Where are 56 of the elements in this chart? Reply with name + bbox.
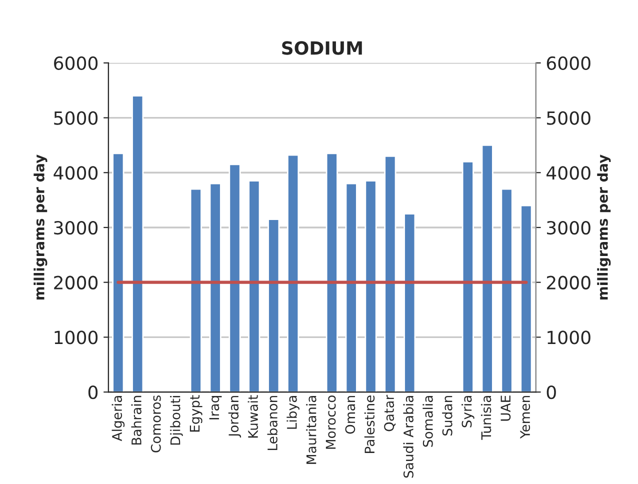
bar xyxy=(384,155,396,392)
x-tick-label: Lebanon xyxy=(267,396,278,450)
x-tick-label: Mauritania xyxy=(306,396,316,464)
bar xyxy=(364,180,377,392)
chart-title: SODIUM xyxy=(282,41,362,55)
y-tick-label: 5000 xyxy=(54,111,98,125)
y-tick-label: 0 xyxy=(88,386,98,400)
bar xyxy=(326,152,338,392)
x-tick-label: UAE xyxy=(500,396,511,421)
y-axis-title: milligrams per day xyxy=(34,154,48,300)
x-tick-label: Iraq xyxy=(209,396,222,420)
y2-tick-label: 2000 xyxy=(546,276,590,290)
y2-axis-title: milligrams per day xyxy=(597,154,611,300)
y-tick-label: 6000 xyxy=(54,56,98,70)
x-tick-label: Syria xyxy=(462,396,474,428)
y-tick-label: 3000 xyxy=(54,220,98,235)
bar xyxy=(287,154,300,392)
x-tick-label: Qatar xyxy=(384,394,396,432)
x-tick-label: Libya xyxy=(286,396,300,429)
bar xyxy=(190,188,202,392)
x-tick-label: Somalia xyxy=(422,396,433,447)
x-tick-label: Egypt xyxy=(190,395,202,432)
x-tick-label: Kuwait xyxy=(248,395,258,438)
bar xyxy=(481,144,494,392)
y-tick-label: 2000 xyxy=(54,276,98,290)
bar xyxy=(132,95,144,392)
bar xyxy=(112,152,124,392)
y2-tick-label: 3000 xyxy=(547,220,590,235)
y2-tick-label: 4000 xyxy=(546,166,590,180)
x-tick-label: Comoros xyxy=(150,395,161,452)
y2-tick-label: 0 xyxy=(546,386,556,400)
bar xyxy=(404,213,416,392)
x-tick-label: Morocco xyxy=(326,396,336,449)
bar xyxy=(462,160,474,392)
x-tick-label: Jordan xyxy=(228,396,242,438)
bar xyxy=(500,188,513,392)
y-tick-label: 4000 xyxy=(54,166,98,180)
bar xyxy=(345,182,358,392)
x-tick-label: Algeria xyxy=(112,396,125,442)
y2-tick-label: 1000 xyxy=(548,330,590,344)
y2-tick-label: 6000 xyxy=(546,56,590,70)
bar xyxy=(268,218,280,392)
bar xyxy=(209,182,222,392)
bar xyxy=(520,204,532,392)
y-tick-label: 1000 xyxy=(54,330,98,344)
bar xyxy=(248,180,260,392)
x-tick-label: Tunisia xyxy=(480,396,492,440)
x-tick-label: Saudi Arabia xyxy=(403,396,414,478)
x-tick-label: Yemen xyxy=(520,396,530,439)
x-tick-label: Bahrain xyxy=(131,396,142,445)
x-tick-label: Oman xyxy=(345,396,356,434)
x-tick-label: Djibouti xyxy=(170,396,183,445)
x-tick-label: Sudan xyxy=(442,396,452,436)
bar xyxy=(228,164,241,392)
y2-tick-label: 5000 xyxy=(547,111,590,125)
x-tick-label: Palestine xyxy=(364,396,375,453)
